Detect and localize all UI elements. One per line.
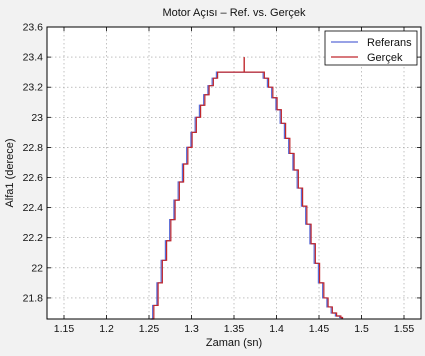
legend: Referans Gerçek	[324, 30, 418, 66]
x-tick-label: 1.55	[394, 323, 415, 335]
y-tick-label: 23.4	[23, 52, 44, 64]
y-tick-label: 22.4	[23, 202, 44, 214]
y-tick-label: 23.6	[23, 22, 44, 34]
y-tick-label: 21.8	[23, 292, 44, 304]
y-tick-label: 22.8	[23, 142, 44, 154]
series-line-gercek	[151, 71, 344, 320]
x-axis-label: Zaman (sn)	[206, 337, 262, 349]
legend-label-referans: Referans	[367, 37, 412, 49]
y-tick-label: 22	[31, 262, 43, 274]
y-tick-label: 23.2	[23, 82, 44, 94]
x-tick-label: 1.15	[54, 323, 75, 335]
x-tick-label: 1.25	[139, 323, 160, 335]
legend-label-gercek: Gerçek	[367, 52, 403, 64]
tick-labels: 1.15 1.2 1.25 1.3 1.35 1.4 1.45 1.5 1.55 21.8 22 22…	[23, 22, 415, 336]
legend-box	[324, 30, 418, 66]
grid-lines	[47, 26, 421, 319]
x-tick-label: 1.4	[269, 323, 284, 335]
y-tick-label: 22.2	[23, 232, 44, 244]
x-tick-label: 1.3	[184, 323, 199, 335]
series-layer	[150, 57, 344, 320]
x-tick-label: 1.5	[354, 323, 369, 335]
y-tick-label: 23	[31, 112, 43, 124]
x-tick-label: 1.35	[224, 323, 245, 335]
x-tick-label: 1.45	[309, 323, 330, 335]
tick-marks	[47, 26, 421, 319]
y-axis-label: Alfa1 (derece)	[4, 138, 16, 207]
x-tick-label: 1.2	[99, 323, 114, 335]
chart-title: Motor Açısı – Ref. vs. Gerçek	[162, 7, 306, 19]
y-tick-label: 22.6	[23, 172, 44, 184]
